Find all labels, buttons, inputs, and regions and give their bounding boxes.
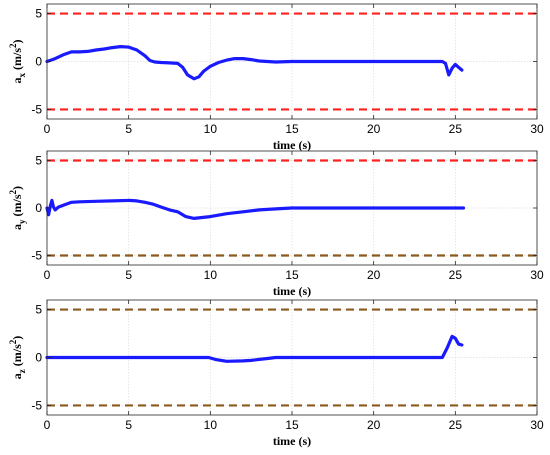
x-tick-label: 15 bbox=[285, 268, 299, 282]
y-tick-label: 5 bbox=[35, 7, 42, 21]
x-axis-label: time (s) bbox=[273, 284, 311, 298]
x-tick-label: 15 bbox=[285, 418, 299, 432]
y-tick-label: -5 bbox=[31, 398, 42, 412]
x-tick-label: 20 bbox=[367, 122, 381, 136]
y-tick-label: -5 bbox=[31, 102, 42, 116]
x-axis-label: time (s) bbox=[273, 434, 311, 448]
x-tick-label: 30 bbox=[530, 418, 544, 432]
x-tick-label: 5 bbox=[125, 418, 132, 432]
x-tick-label: 30 bbox=[530, 122, 544, 136]
x-tick-label: 0 bbox=[44, 122, 51, 136]
x-tick-label: 25 bbox=[449, 418, 463, 432]
y-tick-label: 0 bbox=[35, 55, 42, 69]
x-tick-label: 10 bbox=[204, 418, 218, 432]
y-tick-label: 0 bbox=[35, 351, 42, 365]
series-line bbox=[45, 198, 466, 220]
series-line bbox=[45, 334, 464, 363]
x-tick-label: 25 bbox=[449, 268, 463, 282]
x-tick-label: 20 bbox=[367, 418, 381, 432]
y-tick-label: -5 bbox=[31, 249, 42, 263]
y-axis-label: ax (m/s2) bbox=[8, 40, 27, 84]
y-tick-label: 5 bbox=[35, 154, 42, 168]
x-tick-label: 25 bbox=[449, 122, 463, 136]
x-tick-label: 5 bbox=[125, 268, 132, 282]
x-tick-label: 0 bbox=[44, 268, 51, 282]
x-tick-label: 5 bbox=[125, 122, 132, 136]
x-tick-label: 20 bbox=[367, 268, 381, 282]
x-axis-label: time (s) bbox=[273, 138, 311, 152]
series-line bbox=[45, 44, 464, 81]
x-tick-label: 0 bbox=[44, 418, 51, 432]
x-tick-label: 30 bbox=[530, 268, 544, 282]
x-tick-label: 10 bbox=[204, 122, 218, 136]
y-axis-label: az (m/s2) bbox=[8, 336, 27, 380]
y-axis-label: ay (m/s2) bbox=[8, 186, 27, 230]
y-tick-label: 0 bbox=[35, 201, 42, 215]
x-tick-label: 10 bbox=[204, 268, 218, 282]
x-tick-label: 15 bbox=[285, 122, 299, 136]
y-tick-label: 5 bbox=[35, 303, 42, 317]
